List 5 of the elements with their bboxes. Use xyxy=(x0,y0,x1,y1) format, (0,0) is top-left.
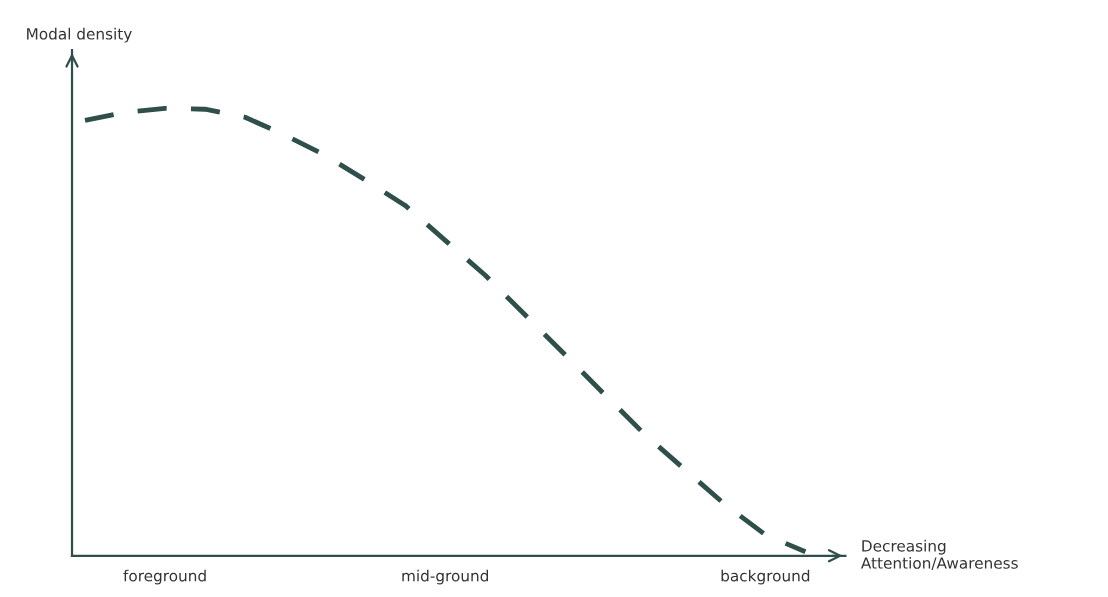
x-tick-label: background xyxy=(721,569,810,585)
x-tick-label: mid-ground xyxy=(402,569,489,585)
x-axis-title: Decreasing Attention/Awareness xyxy=(860,539,1018,570)
y-axis-title: Modal density xyxy=(27,27,132,43)
x-tick-label: foreground xyxy=(123,569,206,585)
